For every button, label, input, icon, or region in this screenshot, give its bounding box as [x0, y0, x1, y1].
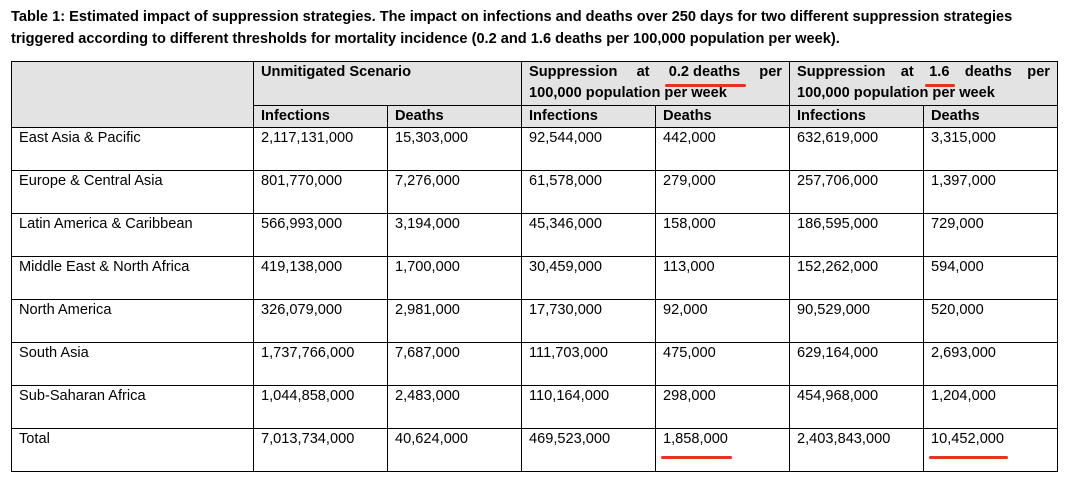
table-row: Latin America & Caribbean 566,993,000 3,19… [11, 213, 1058, 257]
value-cell: 298,000 [655, 385, 790, 429]
value-cell: 442,000 [655, 127, 790, 171]
header-high-word-1: Suppression [797, 64, 886, 80]
highlighted-total-text: 10,452,000 [931, 431, 1005, 447]
header-high-line2: 100,000 population per week [797, 85, 995, 101]
table-row: South Asia 1,737,766,000 7,687,000 111,703,… [11, 342, 1058, 386]
subheader-cell: Deaths [923, 105, 1058, 128]
table-row: Sub-Saharan Africa 1,044,858,000 2,483,000… [11, 385, 1058, 429]
red-underline-annotation [661, 456, 732, 459]
table-row: Middle East & North Africa 419,138,000 1,7… [11, 256, 1058, 300]
value-cell: 40,624,000 [387, 428, 522, 472]
highlighted-total-text: 1,858,000 [663, 431, 728, 447]
highlighted-total: 1,858,000 [661, 430, 732, 459]
value-cell: 90,529,000 [789, 299, 924, 343]
table-caption: Table 1: Estimated impact of suppression… [11, 9, 1013, 47]
value-cell: 594,000 [923, 256, 1058, 300]
header-low-word-2: at [636, 64, 650, 80]
value-cell: 629,164,000 [789, 342, 924, 386]
value-cell: 2,117,131,000 [253, 127, 388, 171]
impact-table: Unmitigated Scenario Suppression at 0.2 … [11, 61, 1058, 472]
subheader-cell: Infections [253, 105, 388, 128]
value-cell: 1,397,000 [923, 170, 1058, 214]
value-cell: 17,730,000 [521, 299, 656, 343]
header-low-word-4: per [759, 64, 782, 80]
region-cell: Total [11, 428, 254, 472]
value-cell: 801,770,000 [253, 170, 388, 214]
value-cell: 3,194,000 [387, 213, 522, 257]
subheader-cell: Infections [789, 105, 924, 128]
red-underline-annotation [929, 456, 1009, 459]
value-cell: 2,981,000 [387, 299, 522, 343]
header-row-subheaders: Infections Deaths Infections Deaths Infe… [12, 105, 1058, 128]
header-low-threshold: 0.2 deaths [664, 63, 747, 87]
value-cell: 729,000 [923, 213, 1058, 257]
value-cell: 2,403,843,000 [789, 428, 924, 472]
value-cell: 111,703,000 [521, 342, 656, 386]
region-cell: North America [11, 299, 254, 343]
value-cell: 475,000 [655, 342, 790, 386]
highlighted-total: 10,452,000 [929, 430, 1009, 459]
value-cell: 10,452,000 [923, 428, 1058, 472]
value-cell: 92,000 [655, 299, 790, 343]
header-high-word-2: at [900, 64, 914, 80]
table-row: North America 326,079,000 2,981,000 17,730,… [11, 299, 1058, 343]
value-cell: 7,013,734,000 [253, 428, 388, 472]
value-cell: 2,483,000 [387, 385, 522, 429]
value-cell: 469,523,000 [521, 428, 656, 472]
header-suppression-low: Suppression at 0.2 deaths per 100,000 po… [521, 61, 790, 106]
header-row-groups: Unmitigated Scenario Suppression at 0.2 … [11, 61, 1058, 128]
value-cell: 632,619,000 [789, 127, 924, 171]
value-cell: 2,693,000 [923, 342, 1058, 386]
value-cell: 158,000 [655, 213, 790, 257]
region-cell: Sub-Saharan Africa [11, 385, 254, 429]
subheader-cell: Deaths [655, 105, 790, 128]
header-low-line2: 100,000 population per week [529, 85, 727, 101]
value-cell: 92,544,000 [521, 127, 656, 171]
red-underline-annotation [925, 84, 956, 87]
value-cell: 15,303,000 [387, 127, 522, 171]
red-underline-annotation [664, 84, 747, 87]
table-row: Europe & Central Asia 801,770,000 7,276,00… [11, 170, 1058, 214]
region-cell: East Asia & Pacific [11, 127, 254, 171]
value-cell: 1,737,766,000 [253, 342, 388, 386]
region-cell: Middle East & North Africa [11, 256, 254, 300]
value-cell: 257,706,000 [789, 170, 924, 214]
value-cell: 419,138,000 [253, 256, 388, 300]
value-cell: 152,262,000 [789, 256, 924, 300]
value-cell: 186,595,000 [789, 213, 924, 257]
subheader-cell: Deaths [387, 105, 522, 128]
value-cell: 520,000 [923, 299, 1058, 343]
value-cell: 45,346,000 [521, 213, 656, 257]
value-cell: 1,700,000 [387, 256, 522, 300]
value-cell: 1,044,858,000 [253, 385, 388, 429]
value-cell: 454,968,000 [789, 385, 924, 429]
header-high-threshold: 1.6 [925, 63, 956, 87]
header-corner-cell [11, 61, 254, 128]
value-cell: 30,459,000 [521, 256, 656, 300]
region-cell: South Asia [11, 342, 254, 386]
value-cell: 3,315,000 [923, 127, 1058, 171]
value-cell: 110,164,000 [521, 385, 656, 429]
value-cell: 279,000 [655, 170, 790, 214]
region-cell: Europe & Central Asia [11, 170, 254, 214]
value-cell: 1,858,000 [655, 428, 790, 472]
header-suppression-high: Suppression at 1.6 deaths per 100,000 po… [789, 61, 1058, 106]
region-cell: Latin America & Caribbean [11, 213, 254, 257]
header-high-word-5: per [1027, 64, 1050, 80]
header-high-word-4: deaths [964, 64, 1012, 80]
value-cell: 1,204,000 [923, 385, 1058, 429]
table-row: East Asia & Pacific 2,117,131,000 15,303,0… [11, 127, 1058, 171]
value-cell: 61,578,000 [521, 170, 656, 214]
subheader-cell: Infections [521, 105, 656, 128]
value-cell: 113,000 [655, 256, 790, 300]
header-low-word-1: Suppression [529, 64, 618, 80]
header-high-threshold-text: 1.6 [929, 64, 950, 80]
value-cell: 7,687,000 [387, 342, 522, 386]
table-row: Total 7,013,734,000 40,624,000 469,523,000 1… [11, 428, 1058, 472]
header-unmitigated: Unmitigated Scenario [253, 61, 522, 106]
value-cell: 326,079,000 [253, 299, 388, 343]
value-cell: 566,993,000 [253, 213, 388, 257]
header-low-threshold-text: 0.2 deaths [668, 64, 741, 80]
value-cell: 7,276,000 [387, 170, 522, 214]
